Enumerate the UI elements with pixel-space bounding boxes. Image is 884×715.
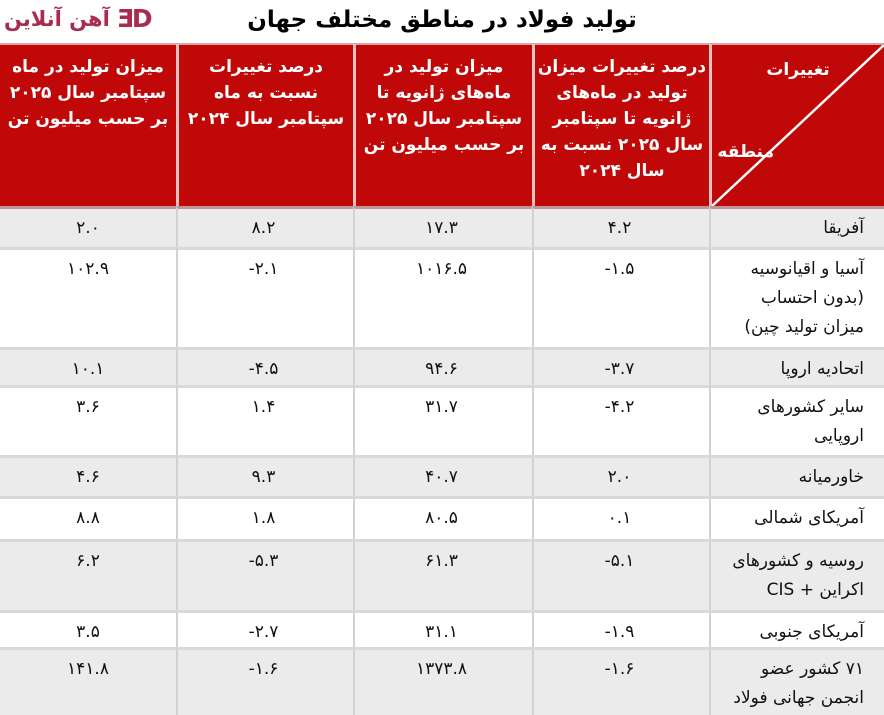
pct-sep-value: ۱.۴ (176, 385, 353, 455)
amount-sep-value: ۱۴۱.۸ (0, 647, 176, 715)
amount-sep-value: ۳.۶ (0, 385, 176, 455)
amount-sep-value: ۲.۰ (0, 206, 176, 247)
amount-jan-sep-value: ۳۱.۷ (353, 385, 532, 455)
region-name: آسیا و اقیانوسیه (بدون احتساب میزان تولی… (709, 247, 884, 347)
region-name: آمریکای شمالی (709, 496, 884, 539)
pct-sep-value: -۲.۱ (176, 247, 353, 347)
logo-text: آهن آنلاین (4, 6, 110, 31)
region-name: اتحادیه اروپا (709, 347, 884, 385)
steel-production-table: تغییرات منطقه درصد تغییرات میزان تولید د… (0, 43, 884, 715)
corner-label-region: منطقه (717, 142, 774, 162)
amount-jan-sep-value: ۱۷.۳ (353, 206, 532, 247)
ahan-online-logo: آهن آنلاین ƎD (4, 4, 153, 33)
table-row-africa: آفریقا ۴.۲ ۱۷.۳ ۸.۲ ۲.۰ (0, 206, 884, 247)
corner-header-cell: تغییرات منطقه (709, 43, 884, 206)
header-row: تغییرات منطقه درصد تغییرات میزان تولید د… (0, 43, 884, 206)
amount-sep-value: ۱۰.۱ (0, 347, 176, 385)
pct-jan-sep-value: -۱.۹ (532, 610, 709, 647)
pct-sep-value: -۴.۵ (176, 347, 353, 385)
pct-sep-value: -۱.۶ (176, 647, 353, 715)
amount-jan-sep-value: ۹۴.۶ (353, 347, 532, 385)
amount-jan-sep-value: ۶۱.۳ (353, 539, 532, 610)
corner-label-changes: تغییرات (766, 60, 830, 80)
amount-jan-sep-value: ۴۰.۷ (353, 455, 532, 496)
table-row-south-america: آمریکای جنوبی -۱.۹ ۳۱.۱ -۲.۷ ۳.۵ (0, 610, 884, 647)
region-name: آفریقا (709, 206, 884, 247)
amount-jan-sep-value: ۱۰۱۶.۵ (353, 247, 532, 347)
region-name: سایر کشورهای اروپایی (709, 385, 884, 455)
header-pct-jan-sep: درصد تغییرات میزان تولید در ماه‌های ژانو… (532, 43, 709, 206)
pct-jan-sep-value: -۱.۶ (532, 647, 709, 715)
table-row-world-71-countries: ۷۱ کشور عضو انجمن جهانی فولاد -۱.۶ ۱۳۷۳.… (0, 647, 884, 715)
header-amount-jan-sep: میزان تولید در ماه‌های ژانویه تا سپتامبر… (353, 43, 532, 206)
diagonal-divider-line (712, 45, 884, 206)
ahan-online-logo-icon: ƎD (116, 4, 153, 33)
table-row-other-europe: سایر کشورهای اروپایی -۴.۲ ۳۱.۷ ۱.۴ ۳.۶ (0, 385, 884, 455)
amount-sep-value: ۸.۸ (0, 496, 176, 539)
table-row-russia-cis: روسیه و کشورهای اکراین + CIS -۵.۱ ۶۱.۳ -… (0, 539, 884, 610)
header-amount-sep: میزان تولید در ماه سپتامبر سال ۲۰۲۵ بر ح… (0, 43, 176, 206)
page-title: تولید فولاد در مناطق مختلف جهان (247, 7, 637, 33)
table-row-middle-east: خاورمیانه ۲.۰ ۴۰.۷ ۹.۳ ۴.۶ (0, 455, 884, 496)
amount-jan-sep-value: ۳۱.۱ (353, 610, 532, 647)
pct-sep-value: ۸.۲ (176, 206, 353, 247)
pct-jan-sep-value: -۴.۲ (532, 385, 709, 455)
amount-sep-value: ۳.۵ (0, 610, 176, 647)
pct-sep-value: -۵.۳ (176, 539, 353, 610)
pct-jan-sep-value: -۵.۱ (532, 539, 709, 610)
pct-jan-sep-value: ۲.۰ (532, 455, 709, 496)
pct-sep-value: ۱.۸ (176, 496, 353, 539)
amount-sep-value: ۶.۲ (0, 539, 176, 610)
topbar: تولید فولاد در مناطق مختلف جهان آهن آنلا… (0, 0, 884, 43)
amount-sep-value: ۱۰۲.۹ (0, 247, 176, 347)
table-row-north-america: آمریکای شمالی ۰.۱ ۸۰.۵ ۱.۸ ۸.۸ (0, 496, 884, 539)
pct-jan-sep-value: -۱.۵ (532, 247, 709, 347)
pct-sep-value: -۲.۷ (176, 610, 353, 647)
amount-jan-sep-value: ۸۰.۵ (353, 496, 532, 539)
amount-sep-value: ۴.۶ (0, 455, 176, 496)
amount-jan-sep-value: ۱۳۷۳.۸ (353, 647, 532, 715)
pct-jan-sep-value: -۳.۷ (532, 347, 709, 385)
table-row-eu: اتحادیه اروپا -۳.۷ ۹۴.۶ -۴.۵ ۱۰.۱ (0, 347, 884, 385)
header-pct-sep: درصد تغییرات نسبت به ماه سپتامبر سال ۲۰۲… (176, 43, 353, 206)
table-row-asia-oceania: آسیا و اقیانوسیه (بدون احتساب میزان تولی… (0, 247, 884, 347)
region-name: ۷۱ کشور عضو انجمن جهانی فولاد (709, 647, 884, 715)
pct-sep-value: ۹.۳ (176, 455, 353, 496)
region-name: آمریکای جنوبی (709, 610, 884, 647)
pct-jan-sep-value: ۰.۱ (532, 496, 709, 539)
pct-jan-sep-value: ۴.۲ (532, 206, 709, 247)
region-name: خاورمیانه (709, 455, 884, 496)
region-name: روسیه و کشورهای اکراین + CIS (709, 539, 884, 610)
